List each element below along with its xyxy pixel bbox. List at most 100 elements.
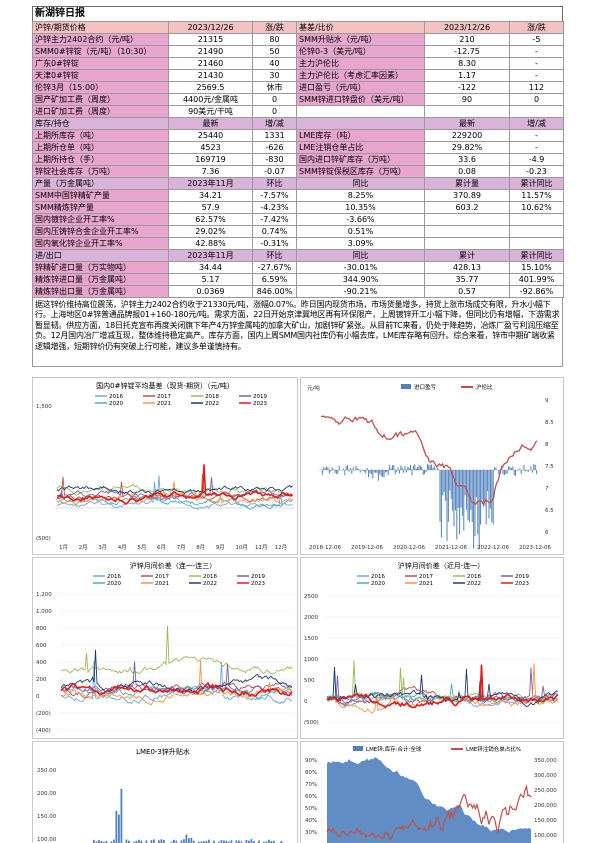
row-label: 伦锌0-3（美元/吨）	[296, 45, 425, 58]
legend-label: 进口盈亏	[414, 383, 437, 391]
x-tick: 2023-12-06	[519, 545, 551, 551]
legend-label: 2016	[371, 574, 385, 580]
y-tick: 800	[36, 626, 47, 632]
value-cell: 35.77	[424, 273, 510, 286]
x-tick: 2022-12-06	[477, 545, 509, 551]
y-tick: 250,000	[534, 788, 557, 794]
y-tick: 150,000	[534, 818, 557, 824]
y-tick: 200	[36, 677, 47, 683]
legend-label: 2022	[467, 581, 481, 587]
value-cell: 0.57	[424, 285, 510, 298]
row-label: 沪锌主力2402合约（元/吨）	[32, 33, 169, 46]
y-tick: (200)	[36, 711, 51, 717]
y-tick: 80%	[305, 770, 317, 776]
header-cell: 基差/比价	[296, 21, 425, 34]
value-cell	[424, 225, 510, 238]
right-axis: 350,000 300,000 250,000 200,000 150,000 100,0…	[534, 758, 557, 839]
value-cell: 4400元/金属吨	[168, 93, 253, 106]
row-label: SMM精炼锌产量	[32, 201, 169, 214]
section-header-row: 进/出口 2023年11月 环比 同比 累计 累计同比	[32, 249, 564, 262]
value-cell: 0.51%	[296, 225, 425, 238]
spread-bar	[138, 839, 140, 843]
spread-bar	[160, 839, 163, 843]
change-cell: -4.9	[509, 153, 564, 166]
x-tick: 11月	[255, 544, 268, 551]
value-cell: 90美元/干吨	[168, 105, 253, 118]
basis-chart-svg: 国内0#锌锭平均基差（现货-期货）（元/吨） 2016 2017 2018 20192…	[36, 381, 295, 551]
series-line	[60, 625, 293, 675]
value-cell: 169719	[168, 153, 253, 166]
row-label: 进口矿加工费（周度）	[32, 105, 169, 118]
table-row: 上期所库存（吨） 25440 1331 LME库存（吨） 229200 -	[32, 129, 564, 142]
value-cell: 0.74%	[252, 225, 297, 238]
x-tick: 2月	[79, 544, 88, 551]
value-cell: 370.89	[424, 189, 510, 202]
row-label: 进口盈亏（元/吨）	[296, 81, 425, 94]
value-cell: 8.30	[424, 57, 510, 70]
header-cell: 2023/12/26	[168, 21, 253, 34]
table-row: 国内镀锌企业开工率% 62.57% -7.42% -3.66%	[32, 213, 564, 226]
y-tick: 600	[36, 643, 47, 649]
legend-label: 2019	[251, 574, 265, 580]
series-line	[57, 477, 293, 501]
header-cell: 环比	[252, 249, 297, 262]
row-label: SMM升贴水（元/吨）	[296, 33, 425, 46]
y-tick: 150.00	[37, 814, 57, 820]
header-cell: 最新	[424, 117, 510, 130]
legend-label: 2022	[205, 401, 219, 407]
lme-spread-svg: LME0-3锌升贴水 250.00 200.00 150.00 100.00	[37, 747, 283, 843]
y-axis: 250.00 200.00 150.00 100.00	[37, 768, 57, 843]
value-cell: 42.88%	[168, 237, 253, 250]
x-tick: 2018-12-06	[309, 545, 341, 551]
header-cell: 同比	[296, 177, 425, 190]
header-cell: 库存/持仓	[32, 117, 169, 130]
header-cell: 2023年11月	[168, 249, 253, 262]
value-cell: 7.36	[168, 165, 253, 178]
table-row: 精炼锌出口量（万金属吨） 0.0369 846.00% -90.21% 0.57…	[32, 285, 564, 298]
spread-near-third-chart: 沪锌月间价差（连一-连三） 2016 2017 2018 2019 2020 2021 20…	[32, 557, 298, 739]
value-cell: 90	[424, 93, 510, 106]
y-tick: 500	[304, 678, 315, 684]
x-tick: 8月	[196, 544, 205, 551]
change-cell: 30	[252, 69, 297, 82]
value-cell: 210	[424, 33, 510, 46]
series-line	[56, 478, 293, 506]
legend-label: 2019	[253, 394, 267, 400]
row-label: 国内氧化锌企业开工率%	[32, 237, 169, 250]
y-tick: 70%	[305, 782, 317, 788]
lme-spread-chart: LME0-3锌升贴水 250.00 200.00 150.00 100.00	[32, 741, 298, 843]
value-cell: -30.01%	[296, 261, 425, 274]
x-tick: 5月	[137, 544, 146, 551]
import-profit-ratio-chart: 元/吨 进口盈亏 沪伦比 9 8.5 8 7.5 7 6.5 6 2018-12-06 201…	[300, 377, 564, 555]
table-row: SMM精炼锌产量 57.9 -4.23% 10.35% 603.2 10.62%	[32, 201, 564, 214]
x-tick: 2019-12-06	[351, 545, 383, 551]
header-cell: 增/减	[252, 117, 297, 130]
lme-stock-svg: LME锌:库存:合计:全球 LME锌注销仓单占比% 90% 80% 70% 60% 50…	[305, 745, 557, 843]
x-tick: 3月	[98, 544, 107, 551]
value-cell: 0.0369	[168, 285, 253, 298]
table-row: 国内压铸锌合金企业开工率% 29.02% 0.74% 0.51%	[32, 225, 564, 238]
value-cell: 0.08	[424, 165, 510, 178]
legend-label: 2023	[515, 581, 529, 587]
value-cell: 846.00%	[252, 285, 297, 298]
header-cell: 环比	[252, 177, 297, 190]
spread-bar	[173, 839, 175, 843]
series-line	[56, 484, 293, 495]
value-cell: -90.21%	[296, 285, 425, 298]
header-cell: 累计量	[424, 177, 510, 190]
header-cell: 产量（万金属吨）	[32, 177, 169, 190]
y-tick: 9	[545, 398, 549, 404]
y-tick: 30%	[305, 830, 317, 836]
change-cell: 40	[252, 57, 297, 70]
value-cell: 5.17	[168, 273, 253, 286]
right-axis: 9 8.5 8 7.5 7 6.5 6	[545, 398, 554, 536]
change-cell: 0	[509, 93, 564, 106]
legend-swatch	[401, 384, 411, 389]
table-row: 国内氧化锌企业开工率% 42.88% -0.31% 3.09%	[32, 237, 564, 250]
series-line	[326, 663, 559, 714]
value-cell	[509, 237, 564, 250]
header-cell: 涨/跌	[509, 21, 564, 34]
value-cell: -3.66%	[296, 213, 425, 226]
x-tick: 1月	[59, 544, 68, 551]
header-cell: 累计同比	[509, 249, 564, 262]
